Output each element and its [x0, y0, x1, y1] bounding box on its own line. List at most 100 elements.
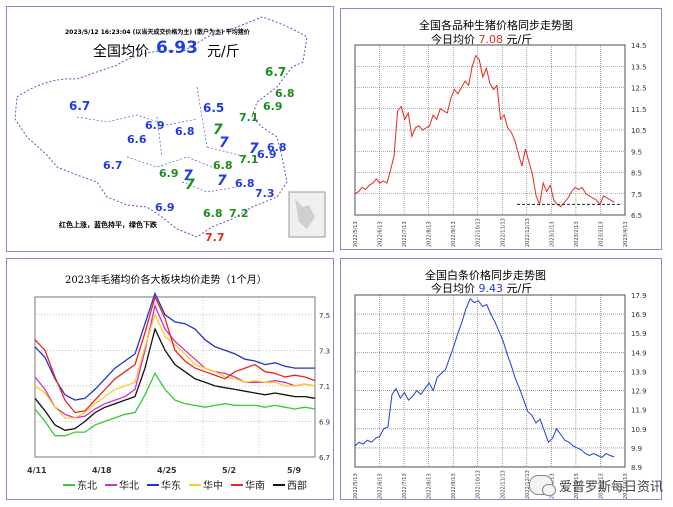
- map-price-label: 6.9: [263, 100, 283, 113]
- map-price-label: 7: [213, 122, 223, 138]
- map-price-label: 7: [249, 141, 259, 157]
- x-tick-label: 2022/8/13: [427, 221, 433, 247]
- x-tick-label: 2023/4/13: [623, 221, 629, 247]
- series-line-华北: [34, 303, 316, 419]
- y-tick-label: 7.5: [319, 312, 330, 320]
- map-price-label: 6.7: [265, 65, 287, 79]
- chart1-subtitle-unit: 元/斤: [506, 33, 533, 46]
- x-tick-label: 2022/11/13: [500, 470, 506, 499]
- south-china-sea-inset: [288, 191, 326, 238]
- map-price-label: 7.3: [255, 187, 275, 200]
- map-date-line: 2023/5/12 16:23:04 (以当天成交价格为主) (散户为主) 平均…: [65, 29, 250, 36]
- series-line-华中: [34, 313, 316, 419]
- legend-label: 华中: [203, 479, 223, 492]
- map-price-label: 7: [219, 135, 229, 151]
- map-avg-value: 6.93: [156, 38, 198, 58]
- series-line-华南: [34, 295, 316, 414]
- y-tick-label: 7.1: [319, 383, 330, 391]
- y-tick-label: 7.3: [319, 347, 330, 355]
- chart3-svg: 17.916.915.914.913.912.911.910.99.98.920…: [353, 292, 647, 499]
- watermark: 爱普罗斯每日资讯: [528, 475, 663, 496]
- map-panel: 2023/5/12 16:23:04 (以当天成交价格为主) (散户为主) 平均…: [6, 6, 334, 252]
- x-tick-label: 2023/3/13: [598, 221, 604, 247]
- x-tick-label: 4/25: [157, 466, 177, 475]
- map-price-label: 6.8: [275, 87, 295, 100]
- y-tick-label: 14.5: [631, 42, 647, 50]
- map-avg-label: 全国均价: [93, 44, 149, 60]
- y-tick-label: 15.9: [631, 330, 647, 338]
- chart2-svg: 7.5 7.3 7.1 6.9 6.7 4/11 4/18 4/25 5/2 5/9 东北 华北 华东 华…: [27, 291, 330, 492]
- x-tick-label: 2022/11/13: [500, 218, 506, 247]
- series-line: [354, 297, 615, 458]
- x-tick-label: 2022/9/13: [451, 473, 457, 499]
- x-tick-label: 2023/1/13: [549, 221, 555, 247]
- x-tick-label: 2022/6/13: [378, 473, 384, 499]
- series-line-东北: [34, 372, 316, 437]
- x-tick-label: 2022/10/13: [476, 470, 482, 499]
- watermark-text: 爱普罗斯每日资讯: [558, 479, 663, 495]
- y-tick-label: 12.5: [631, 85, 647, 93]
- y-tick-label: 9.5: [631, 148, 642, 156]
- x-tick-label: 5/9: [287, 466, 301, 475]
- x-tick-label: 2022/5/13: [353, 221, 359, 247]
- x-tick-label: 2022/9/13: [451, 221, 457, 247]
- y-tick-label: 14.9: [631, 349, 647, 357]
- map-price-label: 6.8: [203, 207, 223, 220]
- map-price-label: 6.7: [69, 99, 91, 113]
- x-tick-label: 2022/12/13: [525, 218, 531, 247]
- y-tick-label: 9.9: [631, 445, 642, 453]
- x-tick-label: 2022/8/13: [427, 473, 433, 499]
- x-tick-label: 2023/2/13: [574, 473, 580, 499]
- y-tick-label: 8.9: [631, 464, 642, 472]
- x-tick-label: 2023/2/13: [574, 221, 580, 247]
- map-price-label: 6.9: [257, 148, 277, 161]
- y-tick-label: 11.9: [631, 407, 647, 415]
- legend-label: 东北: [77, 479, 97, 492]
- map-price-label: 7.7: [205, 231, 225, 244]
- map-price-label: 7.1: [239, 111, 259, 124]
- map-price-label: 6.9: [155, 201, 175, 214]
- y-tick-label: 10.5: [631, 127, 647, 135]
- map-price-label: 6.8: [235, 177, 255, 190]
- chart1-svg: 14.5 13.5 12.5 11.5 10.5 9.5 8.5 7.5 6.5 2022/5/1…: [353, 42, 647, 247]
- chart3-title: 全国白条价格同步走势图: [425, 269, 546, 282]
- plot-area: [34, 296, 316, 458]
- map-price-label: 6.5: [203, 101, 225, 115]
- y-tick-label: 8.5: [631, 170, 642, 178]
- x-tick-label: 4/18: [92, 466, 112, 475]
- chart3-subtitle-prefix: 今日均价: [431, 282, 475, 295]
- y-tick-label: 6.5: [631, 212, 642, 220]
- y-tick-label: 17.9: [631, 292, 647, 300]
- x-tick-label: 2022/6/13: [378, 221, 384, 247]
- map-price-label: 6.9: [159, 167, 179, 180]
- region-price-panel: 2023年毛猪均价各大板块均价走势（1个月） 7.5 7.3 7.1 6.9 6.7 4/…: [6, 258, 334, 500]
- map-price-label: 6.7: [103, 159, 123, 172]
- wechat-icon: [528, 475, 556, 496]
- chart3-subtitle-value: 9.43: [478, 282, 504, 295]
- y-tick-label: 13.9: [631, 368, 647, 376]
- x-tick-label: 5/2: [222, 466, 236, 475]
- y-tick-label: 6.7: [319, 454, 330, 462]
- chart3-subtitle-unit: 元/斤: [506, 282, 533, 295]
- chart1-subtitle-prefix: 今日均价: [431, 33, 475, 46]
- map-price-label: 7: [185, 177, 195, 193]
- legend-label: 华北: [119, 479, 139, 492]
- x-tick-label: 2022/12/13: [525, 470, 531, 499]
- series-line-华东: [34, 291, 315, 401]
- x-tick-label: 2022/7/13: [402, 473, 408, 499]
- map-price-label: 6.8: [267, 141, 287, 154]
- legend-label: 西部: [287, 479, 307, 492]
- map-legend: 红色上涨，蓝色持平，绿色下跌: [59, 221, 157, 229]
- chart1-title: 全国各品种生猪价格同步走势图: [419, 19, 573, 32]
- y-tick-label: 7.5: [631, 191, 642, 199]
- y-tick-label: 13.5: [631, 63, 647, 71]
- y-tick-label: 10.9: [631, 426, 647, 434]
- x-tick-label: 2023/4/13: [623, 473, 629, 499]
- map-price-label: 6.9: [145, 119, 165, 132]
- y-tick-label: 12.9: [631, 388, 647, 396]
- x-tick-label: 4/11: [27, 466, 47, 475]
- map-price-label: 6.8: [175, 125, 195, 138]
- map-price-label: 6.6: [127, 133, 147, 146]
- chart3-subtitle: 今日均价 9.43 元/斤: [431, 280, 532, 296]
- legend-label: 华东: [161, 479, 181, 492]
